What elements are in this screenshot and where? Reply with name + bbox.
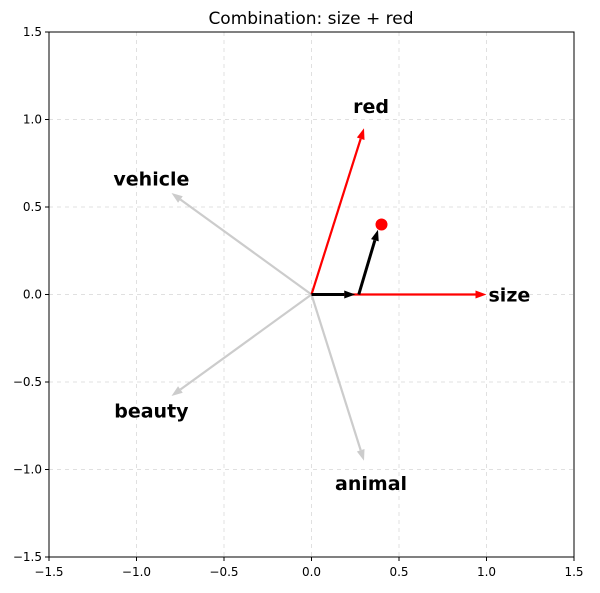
chart-title: Combination: size + red — [208, 9, 413, 29]
result-point — [375, 218, 388, 231]
vector-vehicle-shaft — [179, 198, 313, 296]
x-tick-label: 1.5 — [564, 565, 583, 579]
combination-step-1-head — [344, 290, 356, 299]
vector-red-shaft — [310, 138, 362, 295]
x-tick-label: −1.0 — [122, 565, 151, 579]
y-tick-label: −1.0 — [13, 463, 42, 477]
axis-ticks: −1.5 −1.0 −0.5 0.0 0.5 1.0 1.5 −1.5 −1.0 −0.5 0.0 0… — [13, 25, 584, 579]
vector-beauty-head — [171, 386, 183, 396]
vector-animal-head — [356, 449, 365, 461]
vector-label-animal: animal — [335, 473, 407, 495]
y-tick-label: 0.5 — [23, 200, 42, 214]
y-tick-label: 1.5 — [23, 25, 42, 39]
vector-beauty-shaft — [179, 293, 313, 391]
combination-step-1 — [311, 290, 356, 299]
vector-red — [310, 128, 365, 295]
y-tick-label: −0.5 — [13, 375, 42, 389]
y-tick-label: 0.0 — [23, 288, 42, 302]
combination — [311, 218, 388, 299]
combination-step-2-shaft — [357, 239, 377, 295]
vector-label-beauty: beauty — [114, 401, 189, 423]
vector-label-red: red — [353, 96, 389, 118]
vector-vehicle-head — [171, 193, 183, 203]
vector-label-vehicle: vehicle — [113, 168, 189, 190]
x-tick-label: −0.5 — [209, 565, 238, 579]
vector-label-size: size — [489, 285, 531, 307]
vector-labels: red size vehicle beauty animal — [113, 96, 530, 495]
vector-size-head — [475, 290, 487, 299]
vector-animal-shaft — [310, 294, 362, 451]
y-tick-label: 1.0 — [23, 113, 42, 127]
x-tick-label: 0.0 — [302, 565, 321, 579]
x-tick-label: 1.0 — [477, 565, 496, 579]
x-tick-label: 0.5 — [389, 565, 408, 579]
vector-animal — [310, 294, 365, 461]
x-tick-label: −1.5 — [34, 565, 63, 579]
combination-step-2 — [357, 229, 379, 295]
vector-beauty — [171, 293, 313, 396]
vector-vehicle — [171, 193, 313, 296]
vector-red-head — [356, 128, 365, 140]
y-tick-label: −1.5 — [13, 550, 42, 564]
combination-step-2-head — [371, 229, 379, 242]
